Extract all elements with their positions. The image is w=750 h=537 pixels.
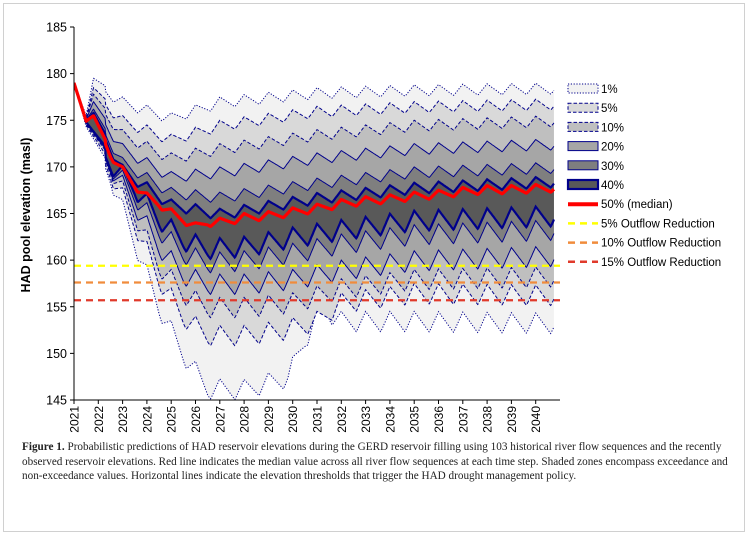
band-lower-20pct bbox=[74, 82, 555, 296]
band-upper-5pct bbox=[74, 82, 555, 143]
x-tick-label: 2025 bbox=[165, 406, 179, 433]
x-tick-label: 2032 bbox=[335, 406, 349, 433]
legend-label: 10% bbox=[601, 122, 624, 134]
x-tick-label: 2040 bbox=[529, 406, 543, 433]
legend-label: 30% bbox=[601, 161, 624, 173]
x-tick-label: 2039 bbox=[505, 406, 519, 433]
legend-label: 1% bbox=[601, 84, 618, 96]
legend-swatch bbox=[567, 141, 599, 152]
x-tick-label: 2022 bbox=[92, 406, 106, 433]
x-tick-label: 2038 bbox=[481, 406, 495, 433]
legend-label: 20% bbox=[601, 142, 624, 154]
band-40pct-lower-outline bbox=[74, 82, 555, 261]
x-tick-label: 2023 bbox=[116, 406, 130, 433]
legend-swatch bbox=[567, 160, 599, 171]
legend-label: 5% Outflow Reduction bbox=[601, 218, 715, 230]
legend: 1% 5% 10% 20% 30% 40% 50% (median) 5% Outflow R… bbox=[566, 83, 721, 269]
figure-caption: Figure 1. Probabilistic predictions of H… bbox=[22, 440, 728, 484]
x-tick-label: 2026 bbox=[189, 406, 203, 433]
y-axis-label: HAD pool elevation (masl) bbox=[19, 138, 33, 293]
figure-frame bbox=[3, 3, 745, 532]
x-tick-label: 2031 bbox=[311, 406, 325, 433]
legend-label: 10% Outflow Reduction bbox=[601, 238, 721, 250]
y-tick-label: 175 bbox=[46, 114, 67, 128]
caption-text: Probabilistic predictions of HAD reservo… bbox=[22, 441, 728, 483]
legend-label: 5% bbox=[601, 103, 618, 115]
y-tick-label: 160 bbox=[46, 254, 67, 268]
y-tick-label: 155 bbox=[46, 300, 67, 314]
band-upper-10pct bbox=[74, 82, 555, 162]
x-tick-label: 2021 bbox=[68, 406, 82, 433]
y-tick-label: 185 bbox=[46, 21, 67, 35]
x-tick-label: 2034 bbox=[383, 406, 397, 433]
exceedance-bands bbox=[74, 77, 555, 400]
band-fill-40pct bbox=[74, 82, 554, 259]
y-tick-label: 165 bbox=[46, 207, 67, 221]
band-40pct-upper-outline bbox=[74, 82, 555, 220]
x-tick-label: 2033 bbox=[359, 406, 373, 433]
y-tick-label: 180 bbox=[46, 67, 67, 81]
legend-swatch bbox=[567, 83, 599, 94]
median-series bbox=[74, 82, 556, 228]
legend-swatch bbox=[566, 178, 600, 191]
chart: 145 150 155 160 165 170 175 180 185 2021 2022 2023 2… bbox=[19, 21, 721, 433]
median-line bbox=[74, 82, 556, 228]
x-tick-label: 2037 bbox=[456, 406, 470, 433]
x-tick-label: 2036 bbox=[432, 406, 446, 433]
band-lower-1pct bbox=[74, 82, 555, 400]
band-upper-20pct bbox=[74, 82, 555, 182]
legend-swatch bbox=[567, 121, 599, 132]
y-tick-label: 170 bbox=[46, 160, 67, 174]
x-tick-label: 2029 bbox=[262, 406, 276, 433]
axes: 145 150 155 160 165 170 175 180 185 2021 2022 2023 2… bbox=[46, 21, 560, 433]
legend-label: 15% Outflow Reduction bbox=[601, 257, 721, 269]
band-upper-30pct bbox=[74, 82, 555, 203]
x-tick-label: 2035 bbox=[408, 406, 422, 433]
band-lower-30pct bbox=[74, 82, 555, 274]
legend-label: 50% (median) bbox=[601, 199, 673, 211]
x-tick-label: 2030 bbox=[286, 406, 300, 433]
caption-label: Figure 1. bbox=[22, 441, 65, 453]
legend-label: 40% bbox=[601, 180, 624, 192]
threshold-lines bbox=[74, 264, 560, 302]
y-tick-label: 150 bbox=[46, 347, 67, 361]
y-tick-label: 145 bbox=[46, 394, 67, 408]
x-tick-label: 2027 bbox=[213, 406, 227, 433]
x-tick-label: 2024 bbox=[140, 406, 154, 433]
legend-swatch bbox=[567, 102, 599, 113]
band-upper-1pct bbox=[74, 77, 555, 122]
x-tick-label: 2028 bbox=[238, 406, 252, 433]
